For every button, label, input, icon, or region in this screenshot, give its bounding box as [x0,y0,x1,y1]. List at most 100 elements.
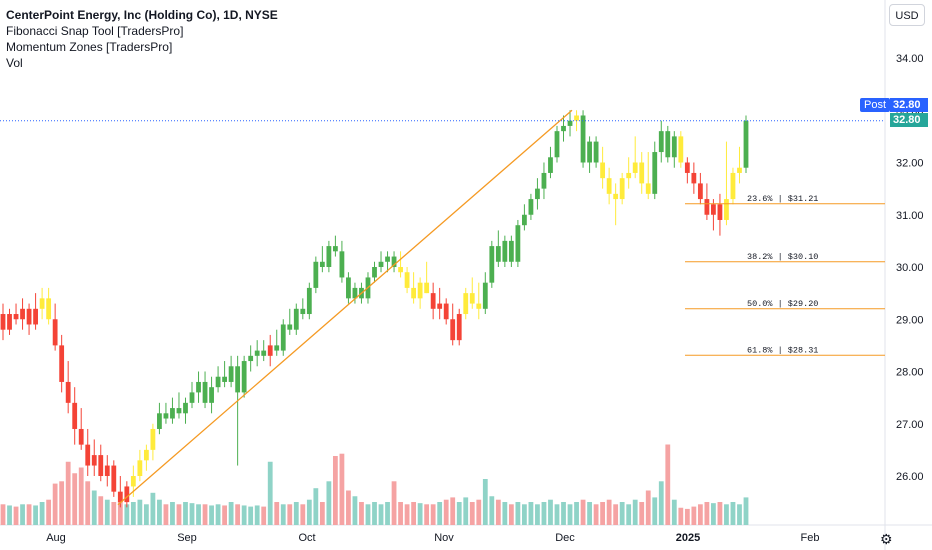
volume-bar [202,504,208,525]
volume-bar [209,505,214,525]
x-tick-label: Aug [46,532,66,544]
candle-body [137,460,143,476]
candle-body [743,120,749,168]
fib-level-label: 38.2% | $30.10 [747,252,818,262]
volume-bar [632,499,638,525]
candle-body [404,272,410,288]
volume-bar [711,503,716,525]
volume-bar [378,504,384,525]
volume-bar [248,506,254,525]
candle-body [613,193,619,200]
volume-bar [267,461,273,525]
x-tick-label: 2025 [676,532,700,544]
volume-bar [450,497,456,525]
candle-body [7,314,12,330]
candle-body [665,131,671,158]
volume-bar [443,499,449,525]
y-tick-label: 32.00 [896,158,924,170]
candle-body [254,350,260,356]
volume-bar [580,499,586,525]
volume-bar [678,507,684,525]
candle-body [300,308,306,315]
candle-body [450,319,456,341]
candle-body [124,486,130,503]
symbol-title[interactable]: CenterPoint Energy, Inc (Holding Co), 1D… [6,8,278,22]
candle-body [65,381,71,403]
volume-bar [411,502,417,525]
volume-bar [7,505,12,525]
volume-bar [170,502,175,525]
candle-body [78,428,84,445]
volume-bar [346,490,351,525]
indicator-volume[interactable]: Vol [6,56,23,70]
volume-bar [104,499,110,525]
candle-body [424,282,430,294]
volume-bar [274,502,280,525]
candle-body [456,314,462,341]
fib-level-label: 50.0% | $29.20 [747,299,818,309]
candle-body [241,361,247,393]
volume-bar [515,502,521,525]
candle-body [391,256,397,267]
volume-bar [600,502,606,525]
candle-body [587,141,592,163]
candle-body [287,324,293,330]
post-price-tag: 32.80 [890,98,928,112]
volume-bar [548,499,553,525]
currency-button[interactable]: USD [889,4,925,26]
volume-bar [183,502,188,525]
volume-bar [606,499,612,525]
volume-bar [20,504,25,525]
candle-body [737,167,742,173]
volume-bar [658,481,664,525]
volume-bar [111,502,117,525]
volume-bar [176,504,182,525]
volume-bar [463,497,469,525]
volume-bar [241,505,247,525]
candle-body [476,303,482,309]
candle-body [183,402,188,414]
x-tick-label: Dec [555,532,575,544]
volume-bar [189,503,195,525]
volume-bar [430,504,436,525]
volume-bar [365,504,371,525]
candle-body [261,350,267,356]
candle-body [293,308,299,330]
candle-body [482,282,488,309]
candle-body [378,261,384,267]
volume-bar [254,505,260,525]
candle-body [385,256,390,262]
candle-body [98,455,104,476]
candle-body [645,183,651,194]
volume-bar [215,504,221,525]
candle-body [522,214,527,226]
volume-bar [235,504,241,525]
volume-bar [404,504,410,525]
volume-bar [508,504,514,525]
volume-bar [613,504,619,525]
volume-bar [561,502,566,525]
volume-bar [117,502,123,525]
candle-body [437,303,443,309]
volume-bar [78,467,84,525]
volume-bar [417,503,423,525]
candle-body [574,115,579,121]
x-tick-label: Sep [177,532,197,544]
candle-body [306,287,312,315]
volume-bar [489,496,495,525]
candle-body [463,293,469,315]
volume-bar [26,504,32,525]
volume-bar [59,481,65,525]
indicator-fibonacci[interactable]: Fibonacci Snap Tool [TradersPro] [6,24,184,38]
candle-body [711,204,716,215]
fib-level-label: 23.6% | $31.21 [747,194,818,204]
candle-body [170,408,175,419]
gear-icon[interactable]: ⚙ [880,531,893,547]
volume-bar [52,483,58,525]
indicator-momentum[interactable]: Momentum Zones [TradersPro] [6,40,173,54]
candle-body [658,131,664,153]
candle-body [352,287,358,299]
volume-bar [163,504,169,525]
x-tick-label: Nov [434,532,454,544]
